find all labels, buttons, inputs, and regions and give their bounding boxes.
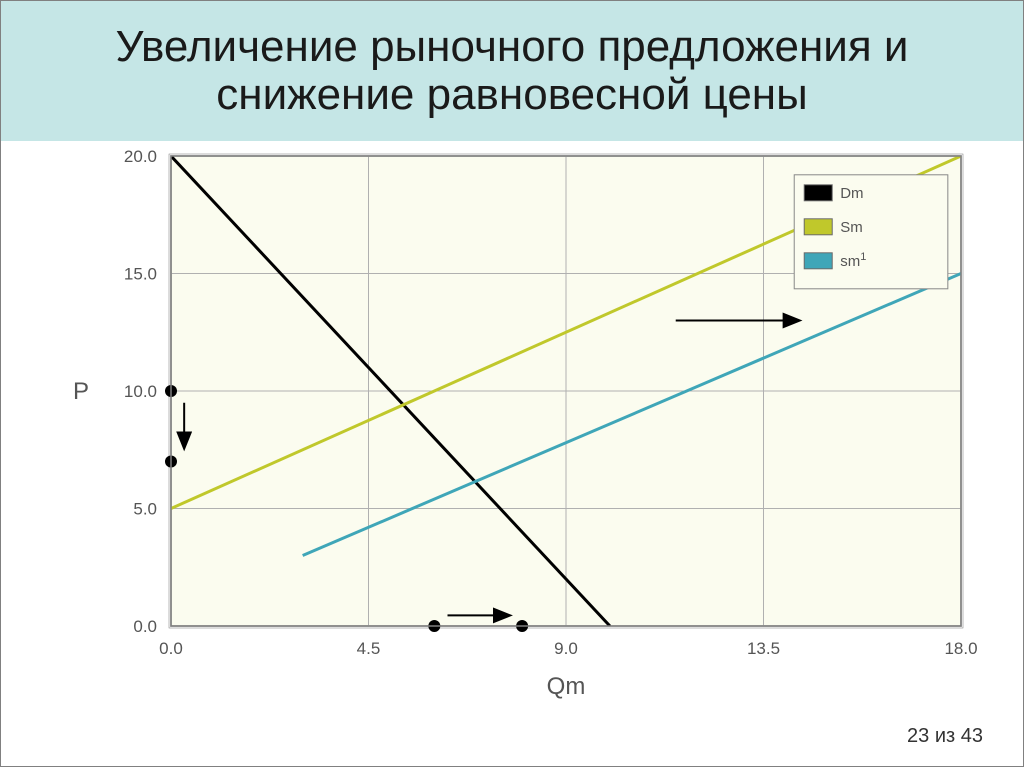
svg-text:4.5: 4.5 [357,639,381,658]
svg-text:0.0: 0.0 [133,617,157,636]
svg-text:Dm: Dm [840,185,863,202]
svg-text:9.0: 9.0 [554,639,578,658]
supply-demand-chart: 0.0 4.5 9.0 13.5 18.0 0.0 5.0 10.0 15.0 20.0 Qm P Dm… [61,146,981,706]
title-bar: Увеличение рыночного предложения и сниже… [1,1,1023,141]
svg-text:15.0: 15.0 [124,265,157,284]
svg-text:13.5: 13.5 [747,639,780,658]
svg-text:20.0: 20.0 [124,147,157,166]
svg-text:5.0: 5.0 [133,500,157,519]
svg-text:10.0: 10.0 [124,382,157,401]
chart-container: 0.0 4.5 9.0 13.5 18.0 0.0 5.0 10.0 15.0 20.0 Qm P Dm… [61,146,981,706]
svg-text:18.0: 18.0 [944,639,977,658]
slide: Увеличение рыночного предложения и сниже… [0,0,1024,767]
slide-title: Увеличение рыночного предложения и сниже… [41,23,983,120]
svg-text:Qm: Qm [547,673,586,700]
svg-text:Sm: Sm [840,219,863,236]
svg-text:P: P [73,378,89,405]
svg-text:0.0: 0.0 [159,639,183,658]
slide-counter: 23 из 43 [907,725,983,748]
